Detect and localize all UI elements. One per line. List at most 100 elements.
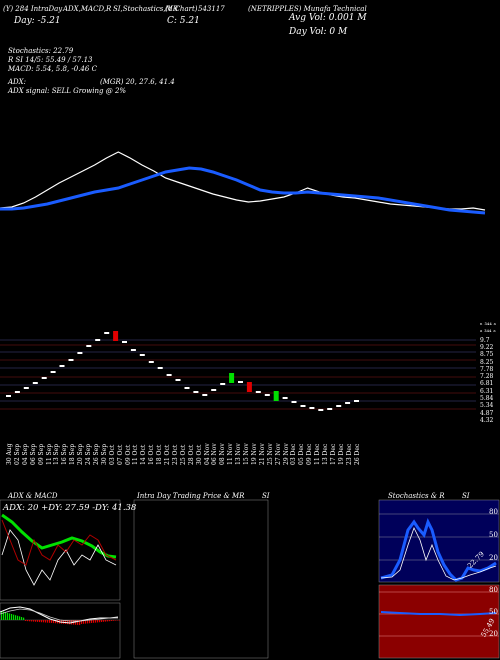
candle <box>175 379 181 381</box>
rsi-level-80: 80 <box>489 586 498 594</box>
macd-panel <box>0 602 121 659</box>
candle <box>184 387 190 389</box>
stoch-title: Stochastics & R <box>388 492 445 500</box>
macd-histogram-bar <box>83 620 85 624</box>
price-level-label: ⁿ ³⁴⁴ ᵃ <box>480 322 496 329</box>
rsi-level-50: 50 <box>489 608 498 616</box>
macd-histogram-bar <box>39 620 41 623</box>
macd-histogram-bar <box>31 620 33 622</box>
price-level-label: 4.87 <box>480 409 494 417</box>
macd-histogram-bar <box>87 620 89 624</box>
adx-white-line <box>1 529 117 586</box>
close-price: C: 5.21 <box>167 16 200 26</box>
candle <box>255 391 261 393</box>
macd-histogram-bar <box>43 620 45 623</box>
candle <box>95 339 101 341</box>
price-level-label: 4.32 <box>480 416 494 424</box>
candle <box>229 373 235 383</box>
intraday-title: Intra Day Trading Price & MR <box>137 492 245 500</box>
macd-histogram-bar <box>21 617 23 620</box>
candle <box>246 382 252 392</box>
adx-red-line <box>1 519 117 566</box>
price-level-label: 6.81 <box>480 380 494 388</box>
adx-signal: ADX signal: SELL Growing @ 2% <box>8 87 127 95</box>
price-line-white <box>0 151 486 211</box>
macd-histogram-bar <box>115 620 117 621</box>
avg-volume: Avg Vol: 0.001 M <box>289 13 367 23</box>
day-change: Day: -5.21 <box>14 16 61 26</box>
candle <box>291 401 297 403</box>
header-ticker-line: (Y) 284 IntraDay ADX,MACD,R SI,Stochasti… <box>3 5 367 14</box>
header-item-3: (Y Chart) <box>165 5 198 13</box>
price-level-label: 5.34 <box>480 402 494 410</box>
header-item-1: ADX,MACD,R <box>63 5 112 13</box>
header-item-5: (NETRIPPLES) Munafa Technical <box>248 5 367 13</box>
candle <box>77 352 83 354</box>
price-level-label: 8.25 <box>480 358 494 366</box>
macd-histogram-bar <box>37 620 39 622</box>
macd-histogram-bar <box>97 620 99 623</box>
macd-histogram-bar <box>101 620 103 622</box>
macd-histogram-bar <box>107 620 109 622</box>
adx-macd-title: ADX & MACD <box>8 492 58 500</box>
macd-histogram-bar <box>105 620 107 622</box>
macd-histogram-bar <box>77 620 79 625</box>
macd-histogram-bar <box>9 613 11 620</box>
macd-histogram-bar <box>27 620 29 622</box>
candle <box>139 354 145 356</box>
macd-histogram-bar <box>113 620 115 621</box>
intraday-title-b: SI <box>262 492 270 500</box>
candle <box>211 389 217 391</box>
macd-histogram-bar <box>103 620 105 622</box>
moving-average-blue <box>0 166 486 215</box>
macd-histogram-bar <box>67 620 69 625</box>
macd-histogram-bar <box>51 620 53 623</box>
candle <box>86 345 92 347</box>
candle <box>193 391 199 393</box>
adx-panel <box>0 499 121 601</box>
main-price-chart <box>0 151 486 215</box>
macd-histogram-bar <box>1 611 3 620</box>
candle <box>122 341 127 343</box>
macd-histogram-bar <box>25 620 27 621</box>
macd-histogram-bar <box>79 620 81 626</box>
stoch-level-20: 20 <box>489 554 498 562</box>
candle <box>130 349 136 351</box>
header-item-4: 543117 <box>198 5 225 13</box>
candle <box>157 367 163 369</box>
header-item-2: SI,Stochastics,MR <box>113 5 179 13</box>
macd-histogram-bar <box>45 620 47 623</box>
candle <box>336 405 342 407</box>
stoch-panel <box>378 499 500 583</box>
candle <box>238 381 243 383</box>
adx-values: (MGR) 20, 27.6, 41.4 <box>100 78 175 86</box>
intraday-panel <box>133 499 269 659</box>
macd-histogram-bar <box>5 612 7 620</box>
candle <box>309 407 315 409</box>
macd-histogram-bar <box>7 612 9 620</box>
candle <box>202 394 208 396</box>
macd-histogram-bar <box>117 620 119 621</box>
macd-histogram-bar <box>11 614 13 620</box>
macd-histogram-bar <box>13 614 15 620</box>
stoch-title-b: SI <box>462 492 470 500</box>
candle <box>113 331 119 341</box>
candle <box>327 408 333 410</box>
macd-histogram-bar <box>19 616 21 620</box>
price-level-label: 8.75 <box>480 351 494 359</box>
candle <box>354 400 359 402</box>
macd-readout: MACD: 5.54, 5.8, -0.46 C <box>8 65 97 73</box>
price-level-label: 7.78 <box>480 365 494 373</box>
macd-histogram-bar <box>53 620 55 624</box>
price-level-label: 7.28 <box>480 373 494 381</box>
macd-histogram-bar <box>65 620 67 624</box>
candle <box>166 374 172 376</box>
candle <box>104 332 110 334</box>
candle <box>14 391 20 393</box>
candle <box>318 409 324 411</box>
candle <box>220 383 226 385</box>
candle <box>345 402 351 404</box>
rsi-readout: R SI 14/5: 55.49 / 57.13 <box>8 56 93 64</box>
